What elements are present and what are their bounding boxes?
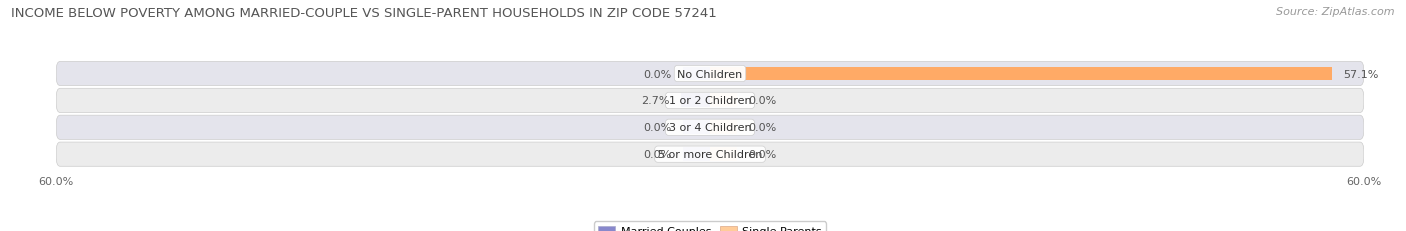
Bar: [683, 148, 710, 161]
FancyBboxPatch shape: [56, 62, 1364, 86]
FancyBboxPatch shape: [56, 143, 1364, 167]
Text: 57.1%: 57.1%: [1343, 69, 1378, 79]
Text: 0.0%: 0.0%: [644, 69, 672, 79]
Text: 0.0%: 0.0%: [748, 96, 776, 106]
FancyBboxPatch shape: [56, 116, 1364, 140]
Text: INCOME BELOW POVERTY AMONG MARRIED-COUPLE VS SINGLE-PARENT HOUSEHOLDS IN ZIP COD: INCOME BELOW POVERTY AMONG MARRIED-COUPL…: [11, 7, 717, 20]
Text: 5 or more Children: 5 or more Children: [658, 149, 762, 159]
Text: 3 or 4 Children: 3 or 4 Children: [669, 123, 751, 133]
Bar: [710, 94, 737, 108]
Bar: [683, 67, 710, 81]
Legend: Married Couples, Single Parents: Married Couples, Single Parents: [593, 222, 827, 231]
Text: 1 or 2 Children: 1 or 2 Children: [669, 96, 751, 106]
Bar: [710, 67, 1333, 81]
Text: 0.0%: 0.0%: [644, 123, 672, 133]
FancyBboxPatch shape: [56, 89, 1364, 113]
Text: 0.0%: 0.0%: [748, 149, 776, 159]
Text: No Children: No Children: [678, 69, 742, 79]
Text: 0.0%: 0.0%: [748, 123, 776, 133]
Text: Source: ZipAtlas.com: Source: ZipAtlas.com: [1277, 7, 1395, 17]
Text: 0.0%: 0.0%: [644, 149, 672, 159]
Bar: [710, 148, 737, 161]
Text: 2.7%: 2.7%: [641, 96, 669, 106]
Bar: [683, 121, 710, 135]
Bar: [710, 121, 737, 135]
Bar: [681, 94, 710, 108]
